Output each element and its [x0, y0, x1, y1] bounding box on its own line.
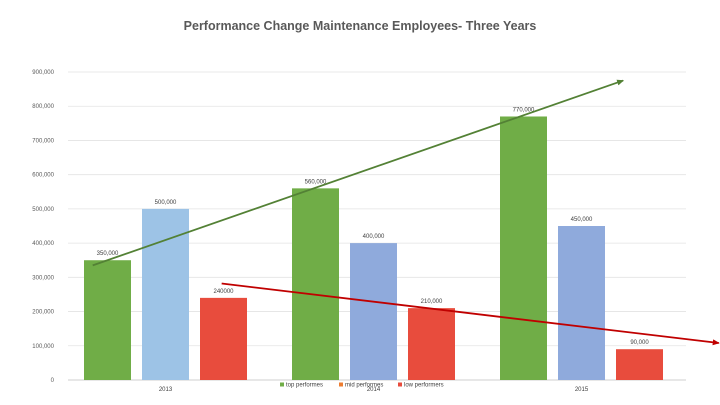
y-tick-label: 400,000	[32, 241, 54, 247]
bar-low-performers	[616, 349, 663, 380]
bars	[84, 116, 663, 380]
y-tick-label: 600,000	[32, 173, 54, 179]
legend-swatch	[280, 382, 284, 387]
y-tick-label: 100,000	[32, 344, 54, 350]
data-label: 90,000	[630, 340, 649, 346]
x-category-label: 2014	[367, 387, 381, 393]
y-tick-label: 0	[51, 378, 55, 384]
chart-title: Performance Change Maintenance Employees…	[183, 19, 537, 33]
legend-entry: mid performes	[345, 383, 383, 389]
legend-entry: low performers	[404, 383, 444, 389]
x-category-label: 2015	[575, 387, 589, 393]
data-label: 560,000	[305, 179, 327, 185]
data-labels: 350,000 500,000 240000 560,000 400,000 210,00…	[97, 107, 650, 346]
bar-mid-performes	[558, 226, 605, 380]
x-category-label: 2013	[159, 387, 173, 393]
legend-entry: top performes	[286, 383, 323, 389]
bar-low-performers	[408, 308, 455, 380]
bar-mid-performes	[350, 243, 397, 380]
data-label: 240000	[213, 289, 234, 295]
trend-arrow	[92, 79, 625, 267]
data-label: 210,000	[421, 299, 443, 305]
y-tick-label: 700,000	[32, 138, 54, 144]
bar-low-performers	[200, 297, 247, 380]
legend-swatch	[398, 382, 402, 387]
bar-top-performes	[292, 188, 339, 380]
data-label: 450,000	[571, 217, 593, 223]
data-label: 400,000	[363, 234, 385, 240]
trend-arrow	[221, 282, 720, 346]
data-label: 770,000	[513, 107, 535, 113]
legend: top performes mid performes low performers	[280, 382, 444, 389]
bar-top-performes	[84, 260, 131, 380]
y-tick-label: 900,000	[32, 70, 54, 76]
bar-mid-performes	[142, 208, 189, 380]
bar-top-performes	[500, 116, 547, 380]
legend-swatch	[339, 382, 343, 387]
y-tick-label: 200,000	[32, 310, 54, 316]
y-tick-label: 300,000	[32, 275, 54, 281]
y-tick-label: 500,000	[32, 207, 54, 213]
data-label: 500,000	[155, 200, 177, 206]
y-tick-label: 800,000	[32, 104, 54, 110]
y-axis-ticks: 0 100,000 200,000 300,000 400,000 500,000 600,…	[32, 70, 54, 384]
trendlines	[92, 79, 720, 346]
data-label: 350,000	[97, 251, 119, 257]
x-axis-categories: 2013 2014 2015	[159, 387, 589, 393]
